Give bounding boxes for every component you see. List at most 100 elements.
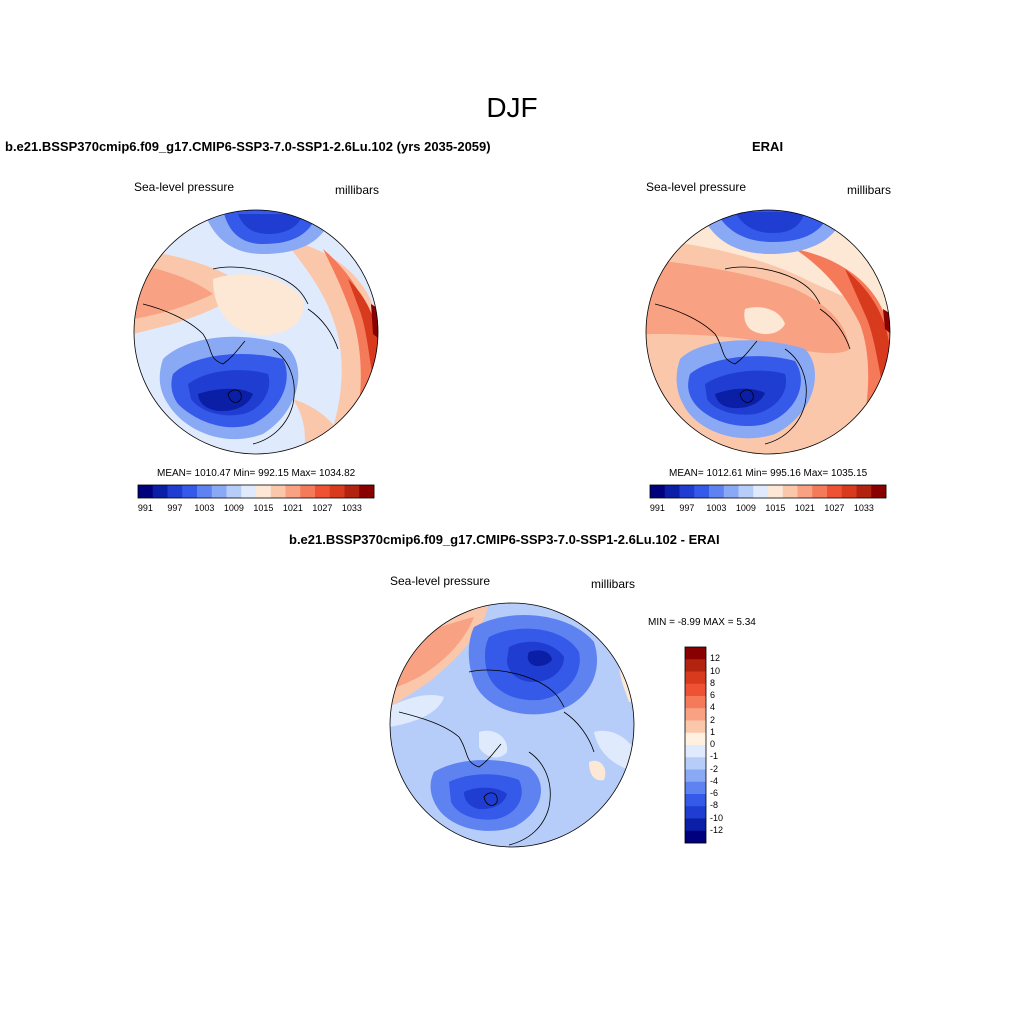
colorbar-swatch — [685, 659, 706, 672]
colorbar-swatch — [685, 745, 706, 758]
colorbar-tick-label: 991 — [649, 503, 665, 513]
colorbar-swatch — [138, 485, 154, 498]
colorbar-tick-label: 1033 — [341, 503, 362, 513]
colorbar-swatch — [152, 485, 168, 498]
colorbar-tick-label: -12 — [710, 824, 724, 835]
colorbar-swatch — [723, 485, 739, 498]
obs-stats: MEAN= 1012.61 Min= 995.16 Max= 1035.15 — [669, 468, 868, 479]
colorbar-tick-label: -6 — [710, 788, 719, 798]
colorbar-swatch — [300, 485, 316, 498]
colorbar-tick-label: 1027 — [312, 503, 333, 513]
colorbar-swatch — [812, 485, 828, 498]
colorbar-tick-label: 1033 — [853, 503, 874, 513]
colorbar-swatch — [650, 485, 666, 498]
colorbar-swatch — [685, 671, 706, 685]
colorbar-tick-label: 1027 — [824, 503, 845, 513]
colorbar-tick-label: 2 — [710, 714, 716, 725]
obs-map — [645, 209, 891, 455]
colorbar-swatch — [685, 769, 706, 783]
colorbar-swatch — [315, 485, 331, 498]
colorbar-tick-label: 1021 — [794, 503, 815, 513]
colorbar-tick-label: -8 — [710, 800, 719, 811]
diff-colorbar — [684, 646, 707, 844]
colorbar-swatch — [329, 485, 345, 498]
colorbar-swatch — [797, 485, 813, 498]
colorbar-tick-label: 1003 — [706, 503, 727, 513]
colorbar-swatch — [685, 794, 706, 807]
colorbar-tick-label: 1003 — [194, 503, 215, 513]
colorbar-swatch — [782, 485, 798, 498]
colorbar-tick-label: 12 — [710, 653, 721, 664]
colorbar-border — [137, 484, 375, 499]
model-stats: MEAN= 1010.47 Min= 992.15 Max= 1034.82 — [157, 468, 356, 479]
colorbar-tick-label: 1015 — [765, 503, 786, 513]
colorbar-swatch — [856, 485, 872, 498]
colorbar-swatch — [241, 485, 257, 498]
diff-stats: MIN = -8.99 MAX = 5.34 — [648, 617, 756, 628]
model-units-label: millibars — [335, 183, 380, 197]
model-variable-label: Sea-level pressure — [134, 180, 235, 194]
obs-variable-label: Sea-level pressure — [646, 180, 747, 194]
colorbar-swatch — [685, 720, 706, 734]
colorbar-tick-label: -2 — [710, 763, 719, 774]
colorbar-tick-label: 997 — [167, 503, 183, 513]
diff-units-label: millibars — [591, 577, 636, 591]
colorbar-swatch — [685, 708, 706, 721]
colorbar-swatch — [256, 485, 272, 498]
diff-variable-label: Sea-level pressure — [390, 574, 491, 588]
colorbar-swatch — [167, 485, 183, 498]
obs-colorbar — [649, 484, 887, 499]
colorbar-swatch — [753, 485, 769, 498]
colorbar-swatch — [211, 485, 227, 498]
colorbar-tick-label: 10 — [710, 665, 721, 676]
colorbar-swatch — [685, 781, 706, 795]
colorbar-tick-label: -10 — [710, 812, 724, 823]
colorbar-swatch — [841, 485, 857, 498]
colorbar-swatch — [226, 485, 242, 498]
obs-panel-title: ERAI — [752, 139, 784, 154]
colorbar-swatch — [685, 683, 706, 697]
model-colorbar — [137, 484, 375, 499]
obs-units-label: millibars — [847, 183, 892, 197]
colorbar-tick-label: 997 — [679, 503, 695, 513]
colorbar-swatch — [679, 485, 695, 498]
colorbar-swatch — [664, 485, 680, 498]
colorbar-swatch — [182, 485, 198, 498]
colorbar-swatch — [685, 806, 706, 819]
colorbar-tick-label: -4 — [710, 775, 719, 786]
colorbar-tick-label: 1009 — [223, 503, 244, 513]
colorbar-tick-label: 1 — [710, 726, 716, 737]
colorbar-swatch — [827, 485, 843, 498]
colorbar-border — [684, 646, 707, 844]
colorbar-tick-label: 1021 — [282, 503, 303, 513]
colorbar-swatch — [359, 485, 375, 498]
colorbar-tick-label: 991 — [137, 503, 153, 513]
colorbar-swatch — [197, 485, 213, 498]
colorbar-tick-label: 8 — [710, 677, 716, 688]
colorbar-swatch — [685, 757, 706, 770]
colorbar-swatch — [871, 485, 887, 498]
colorbar-border — [649, 484, 887, 499]
colorbar-swatch — [685, 818, 706, 832]
colorbar-swatch — [685, 696, 706, 709]
model-map — [133, 209, 379, 455]
model-panel-title: b.e21.BSSP370cmip6.f09_g17.CMIP6-SSP3-7.… — [5, 139, 491, 154]
colorbar-swatch — [768, 485, 784, 498]
colorbar-tick-label: 0 — [710, 739, 716, 749]
colorbar-tick-label: -1 — [710, 751, 719, 762]
colorbar-tick-label: 1015 — [253, 503, 274, 513]
colorbar-swatch — [694, 485, 710, 498]
colorbar-swatch — [738, 485, 754, 498]
colorbar-tick-label: 4 — [710, 702, 716, 713]
colorbar-tick-label: 6 — [710, 690, 716, 700]
colorbar-swatch — [685, 647, 706, 660]
colorbar-swatch — [270, 485, 286, 498]
colorbar-tick-label: 1009 — [735, 503, 756, 513]
colorbar-swatch — [685, 732, 706, 746]
colorbar-swatch — [709, 485, 725, 498]
colorbar-swatch — [285, 485, 301, 498]
colorbar-swatch — [685, 830, 706, 844]
page-title: DJF — [486, 92, 538, 123]
diff-map — [389, 602, 635, 848]
diff-panel-title: b.e21.BSSP370cmip6.f09_g17.CMIP6-SSP3-7.… — [289, 532, 720, 547]
